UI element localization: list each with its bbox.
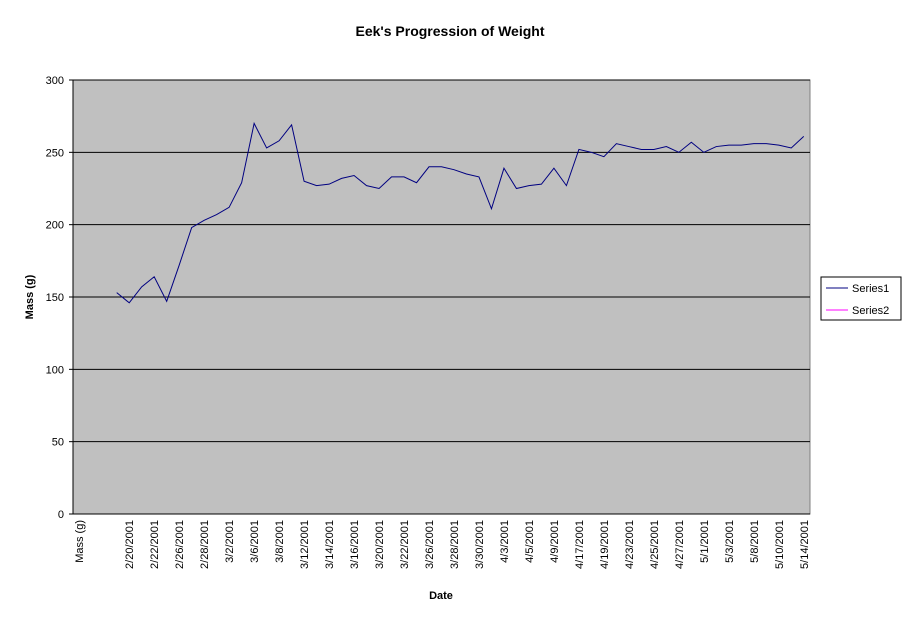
- y-tick-label: 100: [46, 364, 64, 376]
- x-tick-label: Mass (g): [74, 520, 86, 563]
- x-tick-label: 3/14/2001: [324, 520, 336, 569]
- x-tick-label: 2/26/2001: [174, 520, 186, 569]
- x-tick-label: 5/1/2001: [699, 520, 711, 563]
- x-tick-label: 4/17/2001: [574, 520, 586, 569]
- chart-title: Eek's Progression of Weight: [356, 23, 545, 39]
- y-tick-label: 50: [52, 437, 64, 449]
- x-tick-label: 4/9/2001: [549, 520, 561, 563]
- y-tick-label: 200: [46, 220, 64, 232]
- legend-label: Series1: [852, 283, 889, 295]
- x-tick-label: 2/20/2001: [124, 520, 136, 569]
- x-tick-label: 3/28/2001: [449, 520, 461, 569]
- x-tick-label: 3/20/2001: [374, 520, 386, 569]
- x-tick-label: 3/6/2001: [249, 520, 261, 563]
- x-tick-label: 3/16/2001: [349, 520, 361, 569]
- y-tick-label: 150: [46, 292, 64, 304]
- y-tick-label: 0: [58, 509, 64, 521]
- x-tick-label: 3/30/2001: [474, 520, 486, 569]
- x-tick-label: 4/23/2001: [624, 520, 636, 569]
- x-tick-label: 3/26/2001: [424, 520, 436, 569]
- x-tick-label: 4/3/2001: [499, 520, 511, 563]
- legend-label: Series2: [852, 305, 889, 317]
- x-tick-label: 2/28/2001: [199, 520, 211, 569]
- x-tick-label: 4/19/2001: [599, 520, 611, 569]
- y-axis-label: Mass (g): [24, 274, 36, 319]
- x-tick-label: 4/5/2001: [524, 520, 536, 563]
- x-tick-label: 5/3/2001: [724, 520, 736, 563]
- x-tick-label: 4/25/2001: [649, 520, 661, 569]
- series-line: [116, 121, 805, 304]
- x-tick-label: 3/12/2001: [299, 520, 311, 569]
- x-tick-label: 4/27/2001: [674, 520, 686, 569]
- y-tick-label: 300: [46, 75, 64, 87]
- x-tick-label: 3/22/2001: [399, 520, 411, 569]
- x-tick-label: 3/2/2001: [224, 520, 236, 563]
- x-tick-label: 2/22/2001: [149, 520, 161, 569]
- x-tick-label: 3/8/2001: [274, 520, 286, 563]
- legend-box: [820, 276, 902, 321]
- x-tick-label: 5/14/2001: [799, 520, 811, 569]
- y-tick-label: 250: [46, 147, 64, 159]
- x-axis-label: Date: [429, 590, 453, 602]
- x-tick-label: 5/10/2001: [774, 520, 786, 569]
- x-tick-label: 5/8/2001: [749, 520, 761, 563]
